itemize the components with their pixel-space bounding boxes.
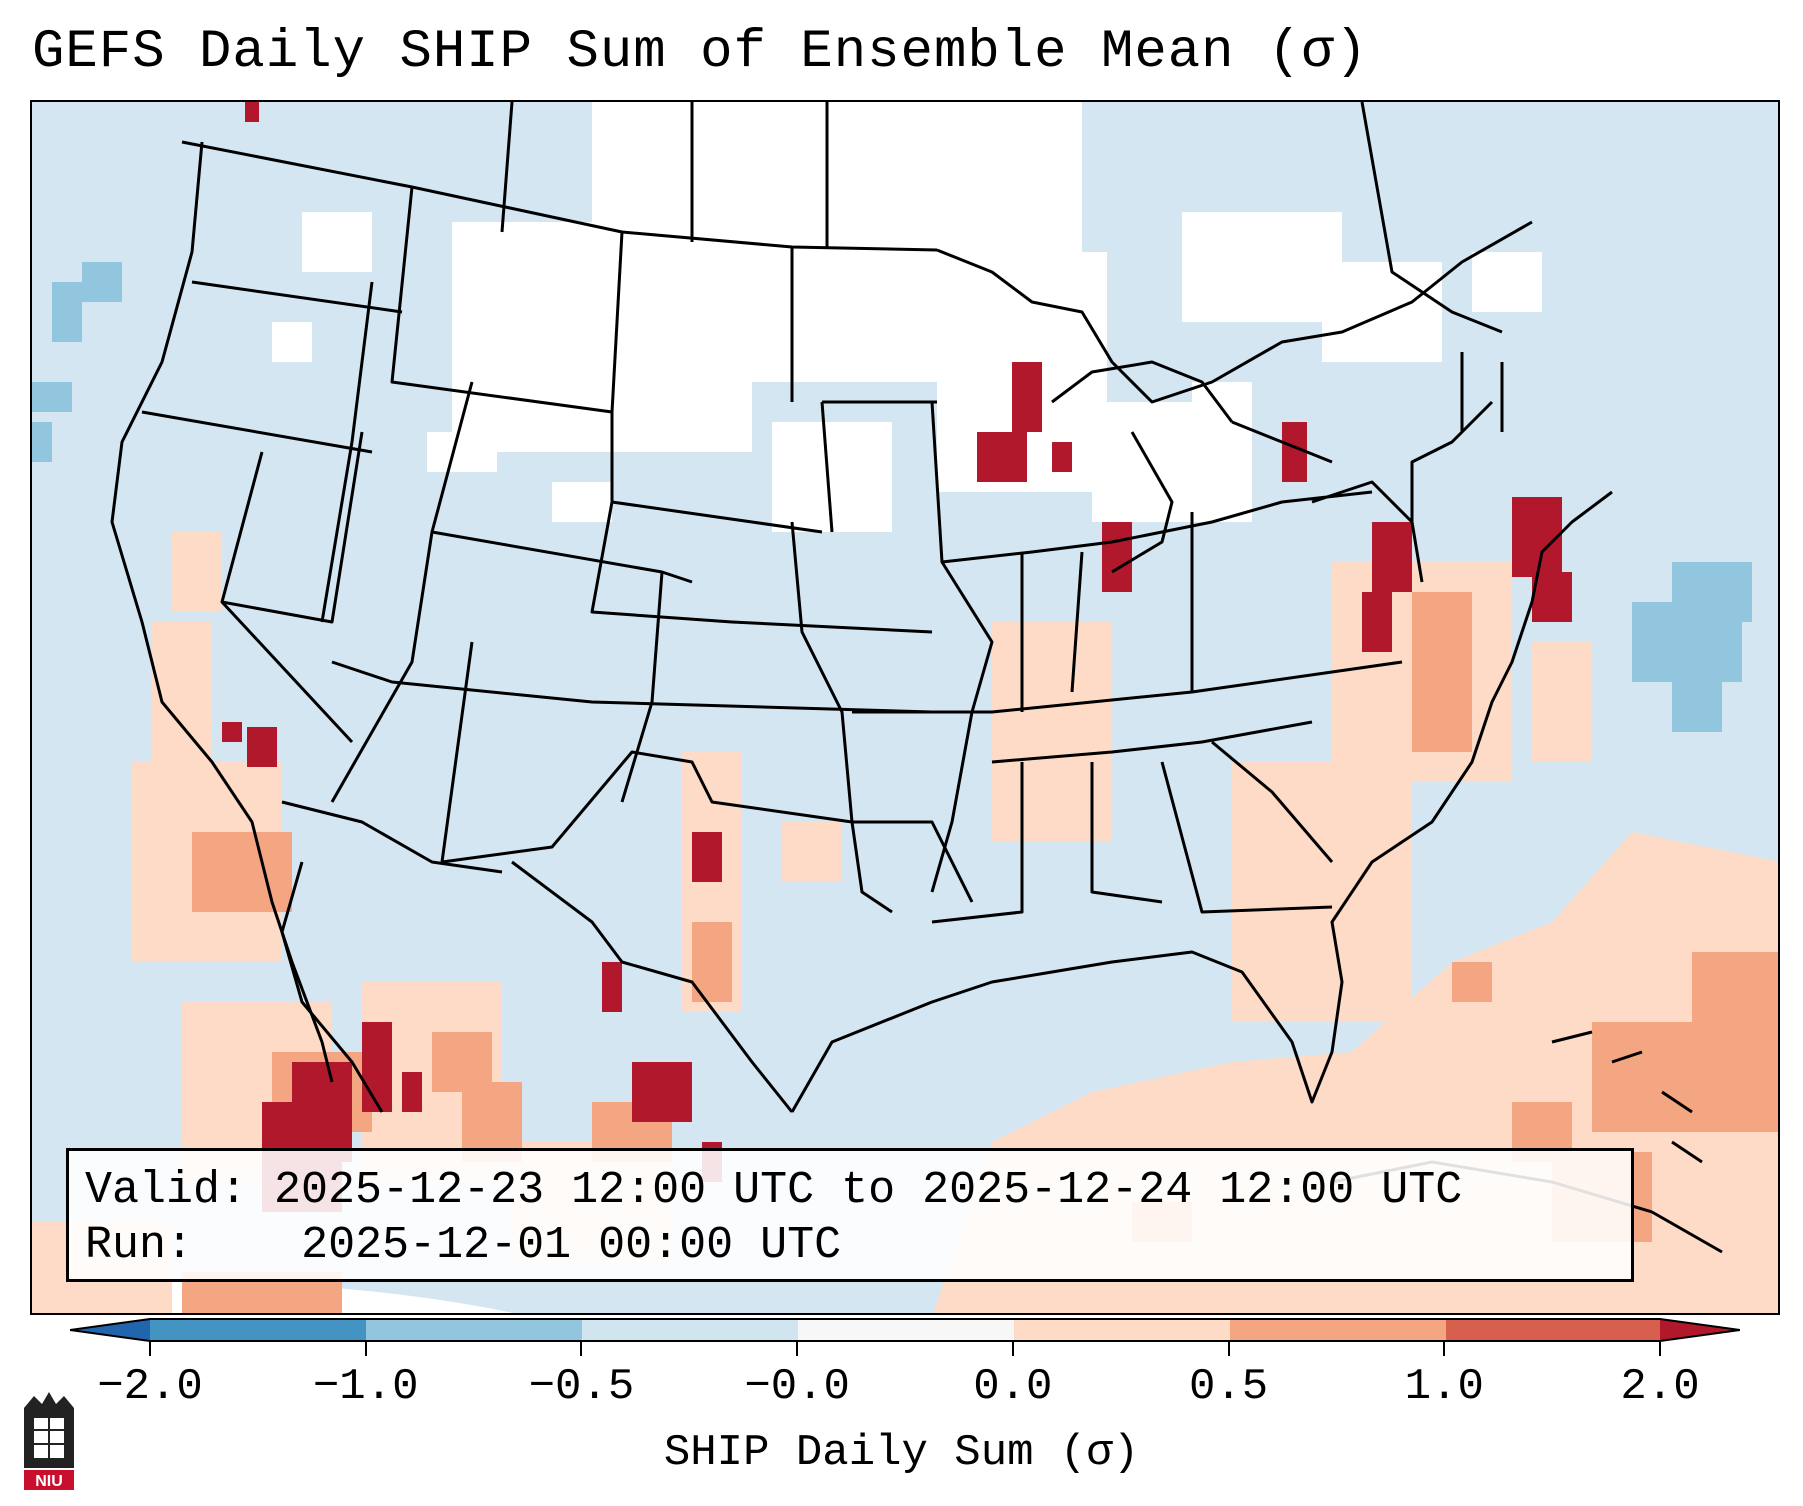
colorbar-bin-6 bbox=[1230, 1319, 1446, 1341]
colorbar-tick bbox=[1227, 1342, 1230, 1356]
colorbar-bin-1 bbox=[150, 1319, 366, 1341]
map-panel bbox=[30, 100, 1780, 1315]
run-value: 2025-12-01 00:00 UTC bbox=[301, 1220, 842, 1271]
figure-title: GEFS Daily SHIP Sum of Ensemble Mean (σ) bbox=[32, 22, 1369, 83]
colorbar-extend-high bbox=[1660, 1319, 1740, 1341]
colorbar-tick-label: −0.5 bbox=[528, 1362, 635, 1412]
colorbar-tick bbox=[1443, 1342, 1446, 1356]
colorbar-tick bbox=[364, 1342, 367, 1356]
colorbar-bin-7 bbox=[1446, 1319, 1660, 1341]
colorbar-tick bbox=[796, 1342, 799, 1356]
colorbar-bin-5 bbox=[1014, 1319, 1230, 1341]
colorbar-tick bbox=[1011, 1342, 1014, 1356]
ship-anomaly-map bbox=[32, 102, 1778, 1313]
niu-logo: NIU bbox=[24, 1392, 74, 1490]
colorbar-bin-2 bbox=[366, 1319, 582, 1341]
colorbar-title: SHIP Daily Sum (σ) bbox=[663, 1428, 1140, 1478]
colorbar-tick bbox=[149, 1342, 151, 1356]
logo-text: NIU bbox=[35, 1473, 63, 1490]
colorbar-tick bbox=[580, 1342, 583, 1356]
colorbar-tick-label: 1.0 bbox=[1404, 1362, 1484, 1412]
valid-row: Valid: 2025-12-23 12:00 UTC to 2025-12-2… bbox=[85, 1163, 1615, 1218]
colorbar-tick-label: 0.5 bbox=[1188, 1362, 1269, 1412]
valid-value: 2025-12-23 12:00 UTC to 2025-12-24 12:00… bbox=[274, 1165, 1463, 1216]
colorbar-tick bbox=[1659, 1342, 1661, 1356]
colorbar-bin-4 bbox=[798, 1319, 1014, 1341]
valid-label: Valid: bbox=[85, 1165, 248, 1216]
colorbar-tick-label: 0.0 bbox=[973, 1362, 1053, 1412]
colorbar-extend-low bbox=[70, 1319, 150, 1341]
valid-time-box: Valid: 2025-12-23 12:00 UTC to 2025-12-2… bbox=[66, 1148, 1634, 1282]
boundaries bbox=[110, 102, 1723, 1254]
colorbar-tick-label: −1.0 bbox=[312, 1362, 419, 1412]
run-label: Run: bbox=[85, 1220, 194, 1271]
colorbar-tick-label: −2.0 bbox=[97, 1362, 203, 1412]
colorbar-bin-3 bbox=[582, 1319, 798, 1341]
colorbar-tick-label: −0.0 bbox=[744, 1362, 850, 1412]
colorbar-tick-label: 2.0 bbox=[1620, 1362, 1700, 1412]
colorbar bbox=[70, 1318, 1740, 1342]
run-row: Run: 2025-12-01 00:00 UTC bbox=[85, 1218, 1615, 1273]
